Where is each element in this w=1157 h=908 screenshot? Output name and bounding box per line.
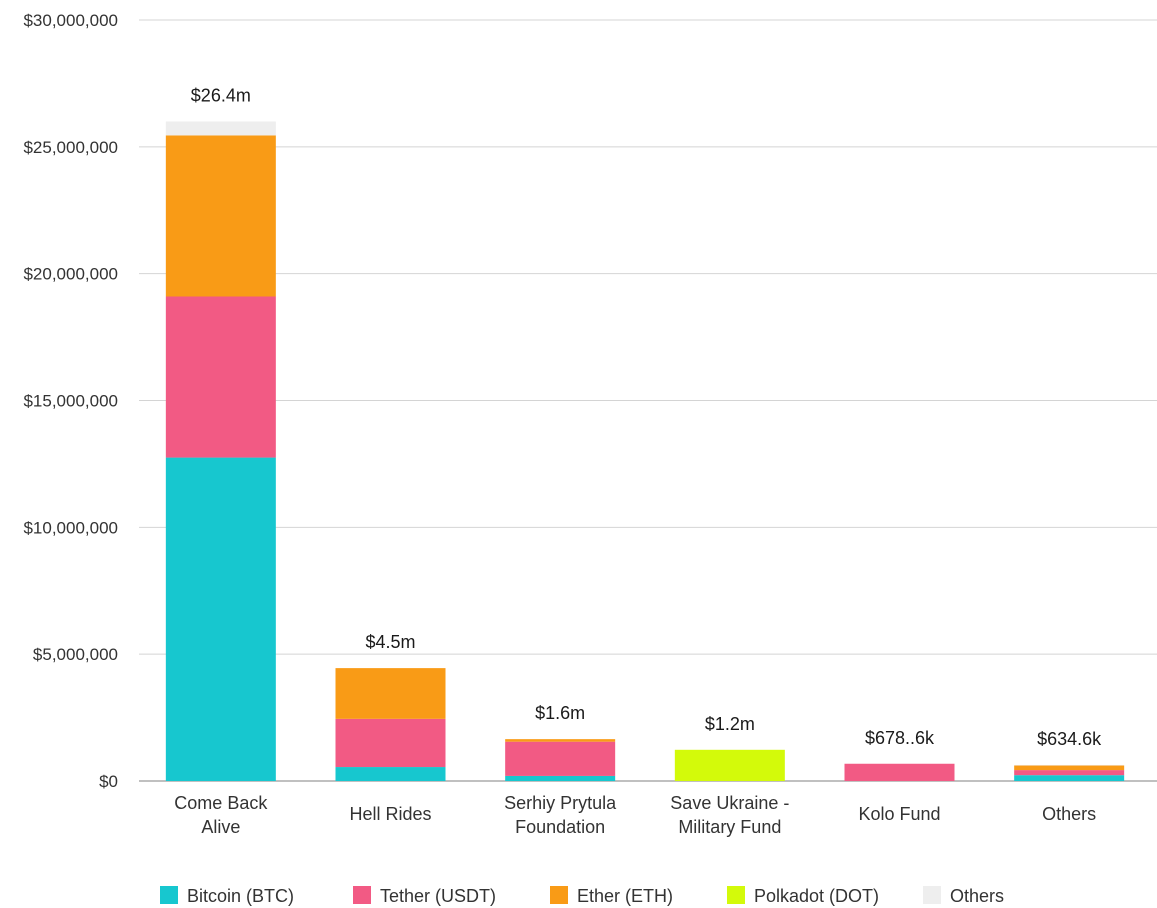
bar-segment bbox=[505, 775, 616, 781]
bar-segment bbox=[335, 718, 446, 768]
bar-segment bbox=[165, 457, 276, 781]
legend-label: Tether (USDT) bbox=[380, 886, 496, 906]
y-tick-label: $5,000,000 bbox=[33, 645, 118, 664]
bar-segment bbox=[505, 739, 616, 742]
bar-segment bbox=[1014, 770, 1125, 776]
bar-segment bbox=[335, 668, 446, 719]
bar-segment bbox=[165, 121, 276, 136]
bar-segment bbox=[505, 741, 616, 776]
x-tick-label: Hell Rides bbox=[349, 804, 431, 824]
bar-segment bbox=[674, 749, 785, 781]
bar-total-label: $1.2m bbox=[705, 714, 755, 734]
legend-label: Ether (ETH) bbox=[577, 886, 673, 906]
legend-swatch bbox=[550, 886, 568, 904]
bar-total-label: $26.4m bbox=[191, 85, 251, 105]
legend-swatch bbox=[353, 886, 371, 904]
bar-segment bbox=[1014, 765, 1125, 771]
legend-swatch bbox=[923, 886, 941, 904]
x-tick-label: Save Ukraine - bbox=[670, 793, 789, 813]
x-tick-label: Come Back bbox=[174, 793, 268, 813]
bars bbox=[165, 121, 1125, 781]
legend: Bitcoin (BTC) Tether (USDT) Ether (ETH) Pol… bbox=[160, 886, 1004, 906]
x-tick-label: Kolo Fund bbox=[858, 804, 940, 824]
x-axis: Come Back Alive Hell Rides Serhiy Prytula Fo… bbox=[174, 793, 1096, 837]
bar-segment bbox=[165, 135, 276, 297]
y-tick-label: $30,000,000 bbox=[23, 11, 118, 30]
bar-segment bbox=[1014, 764, 1125, 766]
legend-swatch bbox=[160, 886, 178, 904]
legend-label: Polkadot (DOT) bbox=[754, 886, 879, 906]
legend-label: Others bbox=[950, 886, 1004, 906]
bar-total-label: $4.5m bbox=[365, 632, 415, 652]
y-axis: $0 $5,000,000 $10,000,000 $15,000,000 $20,00… bbox=[23, 11, 118, 791]
bar-total-label: $1.6m bbox=[535, 703, 585, 723]
bar-segment bbox=[165, 296, 276, 458]
x-tick-label: Serhiy Prytula bbox=[504, 793, 617, 813]
bar-total-label: $634.6k bbox=[1037, 729, 1102, 749]
bar-segment bbox=[335, 767, 446, 781]
bar-total-label: $678..6k bbox=[865, 728, 935, 748]
legend-label: Bitcoin (BTC) bbox=[187, 886, 294, 906]
x-tick-label: Alive bbox=[201, 817, 240, 837]
bar-segment bbox=[1014, 775, 1125, 781]
x-tick-label: Others bbox=[1042, 804, 1096, 824]
x-tick-label: Military Fund bbox=[678, 817, 781, 837]
bar-segment bbox=[844, 763, 955, 781]
y-tick-label: $10,000,000 bbox=[23, 518, 118, 537]
x-tick-label: Foundation bbox=[515, 817, 605, 837]
y-tick-label: $25,000,000 bbox=[23, 138, 118, 157]
y-tick-label: $20,000,000 bbox=[23, 265, 118, 284]
y-tick-label: $0 bbox=[99, 772, 118, 791]
legend-swatch bbox=[727, 886, 745, 904]
y-tick-label: $15,000,000 bbox=[23, 392, 118, 411]
total-labels: $26.4m $4.5m $1.6m $1.2m $678..6k $634.6k bbox=[191, 85, 1102, 748]
gridlines bbox=[139, 19, 1157, 782]
